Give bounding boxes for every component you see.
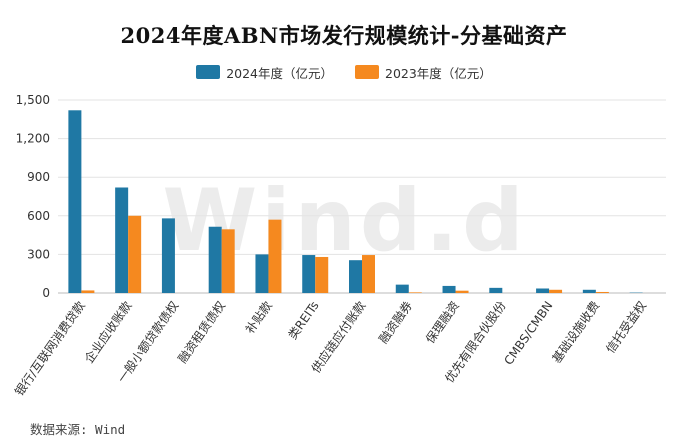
bar-2024[interactable]: [255, 254, 269, 293]
chart-legend: 2024年度（亿元） 2023年度（亿元）: [0, 63, 688, 81]
bar-2023[interactable]: [408, 292, 422, 293]
bar-2024[interactable]: [395, 284, 409, 293]
x-category-label: 信托受益权: [603, 299, 649, 356]
x-category-label: 企业应收账款: [81, 298, 135, 366]
legend-item-2023[interactable]: 2023年度（亿元）: [355, 63, 492, 82]
bar-2024[interactable]: [115, 187, 129, 293]
x-category-label: CMBS/CMBN: [501, 299, 555, 368]
bar-2024[interactable]: [302, 255, 316, 293]
legend-label-2023: 2023年度（亿元）: [385, 65, 492, 81]
bar-2024[interactable]: [536, 288, 550, 293]
y-tick-label: 300: [27, 247, 50, 261]
bar-2024[interactable]: [161, 218, 175, 293]
bar-2023[interactable]: [362, 255, 375, 293]
x-category-label: 融资融券: [375, 298, 415, 346]
legend-label-2024: 2024年度（亿元）: [226, 65, 333, 81]
bar-2023[interactable]: [268, 219, 282, 293]
bar-2023[interactable]: [595, 291, 609, 293]
bar-2023[interactable]: [315, 256, 329, 293]
bar-2024[interactable]: [208, 226, 222, 293]
bar-2023[interactable]: [128, 215, 142, 293]
chart-title: 2024年度ABN市场发行规模统计-分基础资产: [120, 23, 568, 48]
x-category-label: 基础设施收费: [550, 299, 603, 366]
legend-item-2024[interactable]: 2024年度（亿元）: [196, 63, 333, 82]
x-category-label: 补贴款: [243, 299, 275, 337]
bar-2023[interactable]: [455, 290, 469, 293]
y-tick-label: 600: [27, 209, 50, 223]
y-tick-label: 1,200: [16, 132, 50, 146]
bar-2024[interactable]: [349, 260, 362, 293]
x-category-label: 保理融资: [423, 299, 462, 346]
bar-2023[interactable]: [221, 229, 235, 293]
legend-swatch-2023: [355, 65, 379, 79]
x-category-label: 银行/互联网消费贷款: [12, 299, 88, 399]
y-tick-label: 900: [27, 170, 50, 184]
data-source-note: 数据来源: Wind: [30, 422, 126, 437]
y-tick-label: 1,500: [16, 93, 50, 107]
x-category-label: 类REITs: [286, 299, 322, 342]
bar-2024[interactable]: [442, 285, 456, 293]
bar-2024[interactable]: [489, 287, 503, 293]
bar-2024[interactable]: [68, 110, 82, 293]
bar-2023[interactable]: [81, 290, 95, 293]
y-tick-label: 0: [42, 286, 50, 300]
legend-swatch-2024: [196, 65, 221, 79]
bar-2024[interactable]: [582, 289, 596, 293]
bar-2023[interactable]: [549, 289, 563, 293]
x-category-label: 融资租赁债权: [175, 299, 228, 366]
